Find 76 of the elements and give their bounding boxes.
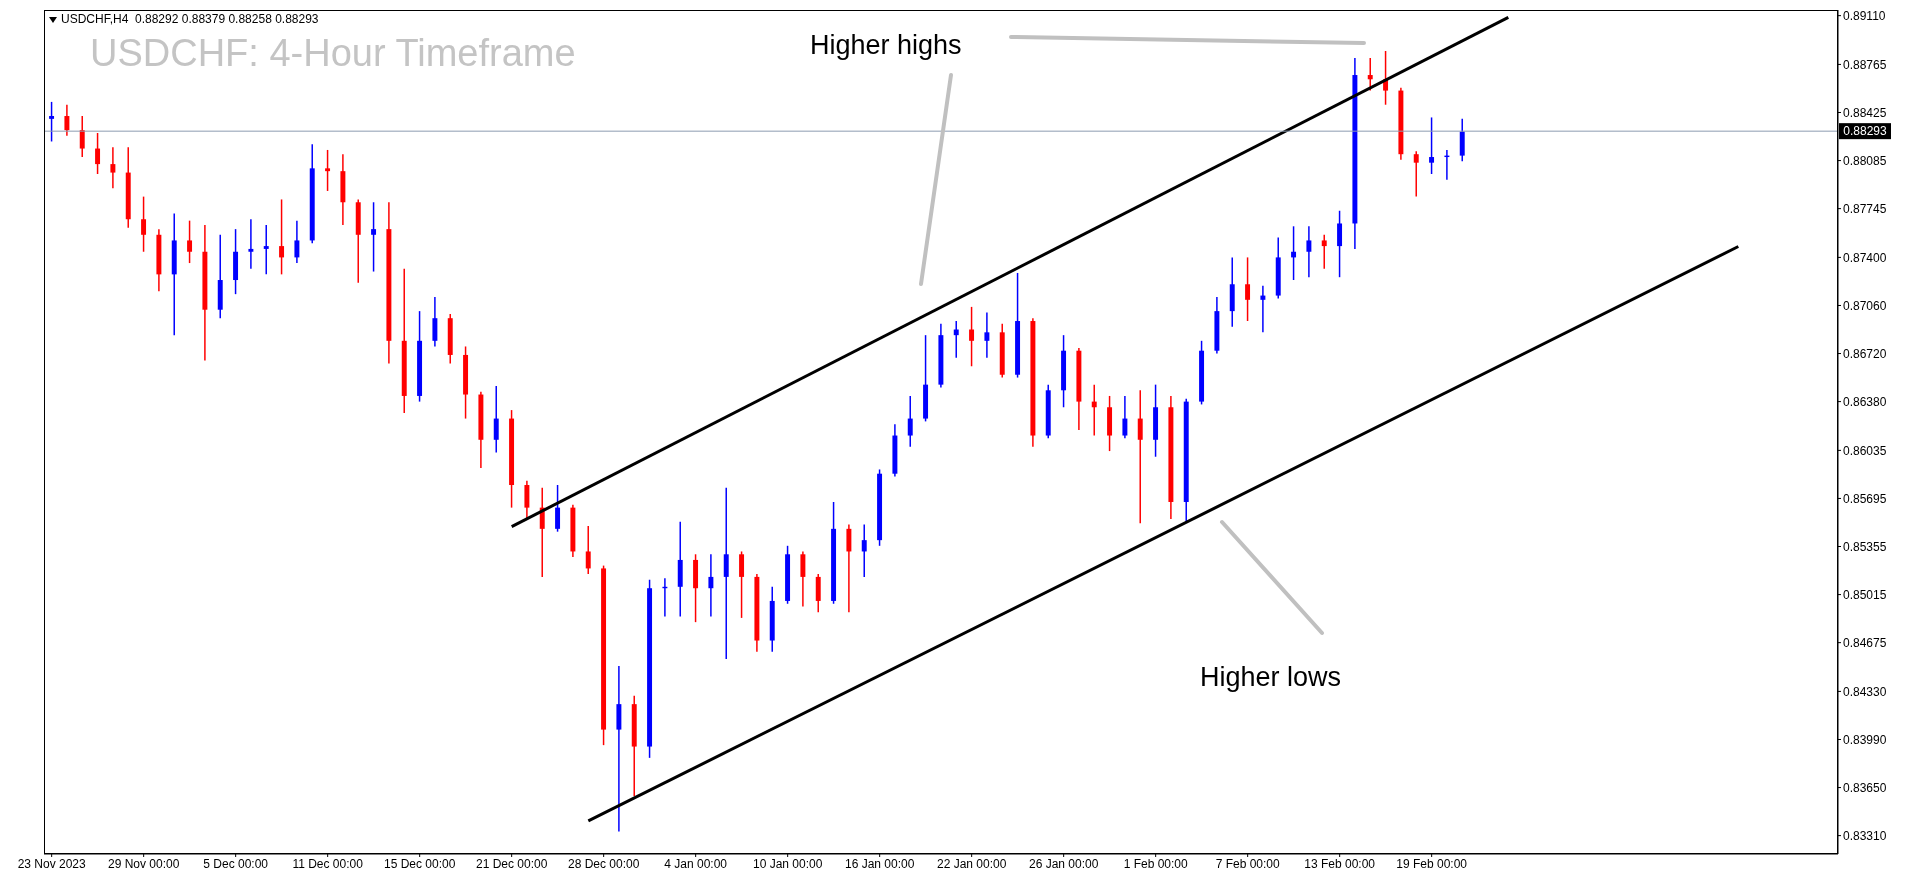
candlestick: [248, 218, 254, 270]
annotation: Higher highs: [810, 30, 962, 61]
y-tick-label: 0.87745: [1843, 201, 1887, 216]
candlestick: [1337, 210, 1343, 278]
candlestick: [969, 306, 975, 368]
candlestick: [1321, 234, 1327, 270]
x-tick-label: 5 Dec 00:00: [203, 856, 269, 871]
candlestick: [279, 198, 285, 276]
candlestick: [64, 103, 70, 137]
candlestick: [493, 385, 499, 454]
x-tick-label: 28 Dec 00:00: [567, 856, 640, 871]
x-tick-label: 4 Jan 00:00: [664, 856, 728, 871]
x-tick-label: 29 Nov 00:00: [107, 856, 180, 871]
y-tick-label: 0.86035: [1843, 443, 1887, 458]
candlestick: [1413, 150, 1419, 198]
ref-line-label: 0.88293: [1843, 124, 1888, 139]
candlestick: [585, 525, 591, 575]
x-tick-label: 22 Jan 00:00: [936, 856, 1007, 871]
x-tick-label: 21 Dec 00:00: [475, 856, 548, 871]
y-tick-label: 0.87060: [1843, 298, 1887, 313]
candlestick: [325, 149, 331, 192]
candlestick: [1306, 225, 1312, 278]
candlestick: [49, 101, 55, 143]
text: USDCHF: 4-Hour Timeframe: [90, 32, 576, 75]
y-tick-label: 0.89110: [1843, 8, 1886, 23]
y-tick-label: 0.84330: [1843, 684, 1887, 699]
y-tick-label: 0.85695: [1843, 491, 1887, 506]
annotation: USDCHF,H4 0.88292 0.88379 0.88258 0.88293: [61, 12, 319, 26]
candlestick: [739, 550, 745, 619]
candlestick: [141, 195, 147, 253]
x-tick-label: 10 Jan 00:00: [752, 856, 823, 871]
candlestick: [263, 224, 269, 276]
y-tick-label: 0.85015: [1843, 587, 1887, 602]
candlestick: [1260, 284, 1266, 334]
candlestick: [1367, 57, 1373, 92]
candlestick: [1429, 116, 1435, 175]
x-tick-label: 7 Feb 00:00: [1215, 856, 1281, 871]
candlestick: [907, 395, 913, 448]
y-tick-label: 0.86380: [1843, 394, 1887, 409]
candlestick: [555, 484, 561, 533]
candlestick: [110, 146, 116, 189]
x-tick-label: 1 Feb 00:00: [1123, 856, 1189, 871]
x-tick-label: 16 Jan 00:00: [844, 856, 915, 871]
annotation: Higher lows: [1200, 662, 1342, 693]
candlestick: [524, 480, 530, 520]
y-tick-label: 0.85355: [1843, 539, 1887, 554]
candlestick: [187, 219, 193, 264]
candlestick: [846, 523, 852, 613]
candlestick: [723, 487, 729, 660]
x-tick-label: 19 Feb 00:00: [1396, 856, 1468, 871]
candlestick: [800, 550, 806, 608]
candlestick: [1137, 389, 1143, 524]
y-tick-label: 0.83650: [1843, 780, 1887, 795]
x-tick-label: 23 Nov 2023: [17, 856, 87, 871]
candlestick: [984, 311, 990, 359]
candlestick: [708, 553, 714, 618]
y-tick-label: 0.87400: [1843, 250, 1887, 265]
candlestick: [294, 219, 300, 264]
y-tick-label: 0.88085: [1843, 153, 1887, 168]
y-tick-label: 0.83310: [1843, 828, 1887, 843]
candlestick: [1122, 395, 1128, 440]
x-tick-label: 13 Feb 00:00: [1304, 856, 1376, 871]
candlestick: [79, 115, 85, 158]
y-tick-label: 0.84675: [1843, 635, 1887, 650]
y-tick-label: 0.83990: [1843, 732, 1887, 747]
candlestick: [1245, 256, 1251, 322]
candlestick: [432, 296, 438, 348]
candlestick: [861, 523, 867, 578]
candlestick: [371, 201, 377, 273]
y-tick-label: 0.86720: [1843, 346, 1887, 361]
x-tick-label: 11 Dec 00:00: [292, 856, 364, 871]
y-tick-label: 0.88425: [1843, 105, 1887, 120]
x-tick-label: 26 Jan 00:00: [1028, 856, 1099, 871]
candlestick: [95, 132, 101, 175]
y-tick-label: 0.88765: [1843, 57, 1887, 72]
x-tick-label: 15 Dec 00:00: [383, 856, 456, 871]
